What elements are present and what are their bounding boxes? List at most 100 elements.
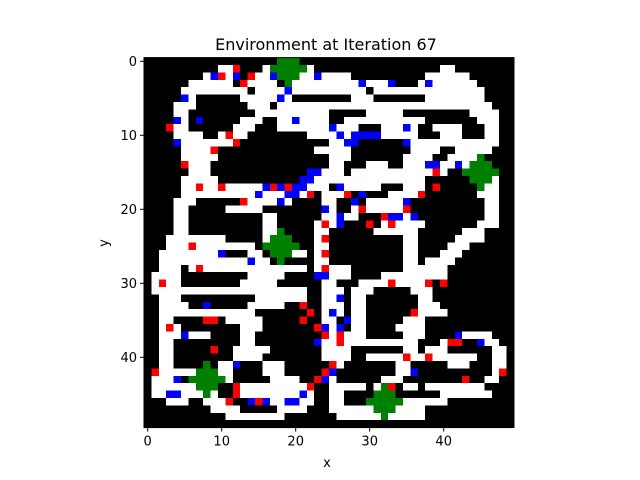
blue-cell xyxy=(343,139,352,147)
green-cell xyxy=(292,57,300,65)
green-cell xyxy=(203,375,211,384)
blue-cell xyxy=(329,309,337,317)
blue-cell xyxy=(343,316,352,324)
blue-cell xyxy=(173,139,181,147)
red-cell xyxy=(321,220,329,228)
y-axis: 0 10 20 30 40 xyxy=(120,55,144,366)
green-cell xyxy=(380,405,389,413)
blue-cell xyxy=(292,190,300,199)
free-cell-run xyxy=(277,102,352,110)
green-cell xyxy=(210,375,218,384)
x-axis-label: x xyxy=(323,456,331,471)
free-cell-run xyxy=(173,109,189,117)
red-cell xyxy=(388,279,396,287)
blue-cell xyxy=(173,116,181,125)
red-cell xyxy=(203,316,211,324)
free-cell-run xyxy=(403,183,426,191)
blue-cell xyxy=(255,190,263,199)
free-cell-run xyxy=(403,153,433,162)
free-cell-run xyxy=(255,294,307,302)
free-cell-run xyxy=(425,94,485,102)
free-cell-run xyxy=(425,383,485,391)
green-cell xyxy=(299,65,307,73)
green-cell xyxy=(477,183,485,191)
free-cell-run xyxy=(240,324,263,332)
blue-cell xyxy=(358,131,366,139)
free-cell-run xyxy=(321,287,344,295)
red-cell xyxy=(299,301,307,310)
free-cell-run xyxy=(351,324,366,332)
free-cell-run xyxy=(255,87,366,95)
y-tick-label: 0 xyxy=(129,55,137,70)
blue-cell xyxy=(277,183,285,191)
green-cell xyxy=(284,79,292,88)
free-cell-run xyxy=(158,346,174,354)
red-cell xyxy=(218,72,226,80)
green-cell xyxy=(277,227,285,236)
free-cell-run xyxy=(388,168,448,176)
green-cell xyxy=(284,65,292,73)
blue-cell xyxy=(410,213,418,221)
red-cell xyxy=(158,279,167,287)
red-cell xyxy=(225,131,233,139)
free-cell-run xyxy=(477,220,500,228)
green-cell xyxy=(388,405,396,413)
free-cell-run xyxy=(329,383,366,391)
free-cell-run xyxy=(491,346,507,354)
blue-cell xyxy=(321,272,329,280)
y-axis-label: y xyxy=(97,239,112,247)
free-cell-run xyxy=(366,353,477,361)
free-cell-run xyxy=(454,235,485,243)
free-cell-run xyxy=(403,257,418,265)
red-cell xyxy=(306,383,315,391)
free-cell-run xyxy=(173,124,189,132)
blue-cell xyxy=(321,205,329,213)
red-cell xyxy=(181,161,189,169)
green-cell xyxy=(462,168,470,176)
free-cell-run xyxy=(351,338,418,347)
free-cell-run xyxy=(403,250,418,258)
free-cell-run xyxy=(225,205,263,213)
red-cell xyxy=(240,79,248,88)
green-cell xyxy=(469,161,477,169)
green-cell xyxy=(380,390,389,398)
free-cell-run xyxy=(181,176,218,184)
free-cell-run xyxy=(351,294,366,302)
green-cell xyxy=(277,257,285,265)
y-tick-label: 40 xyxy=(120,351,137,366)
green-cell xyxy=(269,242,278,250)
free-cell-run xyxy=(403,346,418,354)
free-cell-run xyxy=(417,294,433,302)
red-cell xyxy=(388,220,396,228)
free-cell-run xyxy=(336,183,381,191)
free-cell-run xyxy=(477,190,500,199)
free-cell-run xyxy=(484,213,500,221)
free-cell-run xyxy=(410,287,433,295)
red-cell xyxy=(210,346,218,354)
green-cell xyxy=(380,412,389,421)
red-cell xyxy=(499,368,507,376)
free-cell-run xyxy=(151,383,218,391)
free-cell-run xyxy=(173,139,233,147)
blue-cell xyxy=(329,124,337,132)
free-cell-run xyxy=(240,279,278,287)
blue-cell xyxy=(432,161,440,169)
red-cell xyxy=(255,398,263,406)
green-cell xyxy=(277,65,285,73)
blue-cell xyxy=(336,294,344,302)
blue-cell xyxy=(321,375,329,384)
green-cell xyxy=(284,250,292,258)
free-cell-run xyxy=(218,131,248,139)
green-cell xyxy=(380,398,389,406)
blue-cell xyxy=(373,131,381,139)
free-cell-run xyxy=(299,72,352,80)
green-cell xyxy=(188,375,196,384)
green-cell xyxy=(218,375,226,384)
blue-cell xyxy=(329,368,337,376)
green-cell xyxy=(203,361,211,369)
blue-cell xyxy=(336,220,344,228)
red-cell xyxy=(314,324,322,332)
free-cell-run xyxy=(477,146,492,154)
blue-cell xyxy=(477,338,485,347)
